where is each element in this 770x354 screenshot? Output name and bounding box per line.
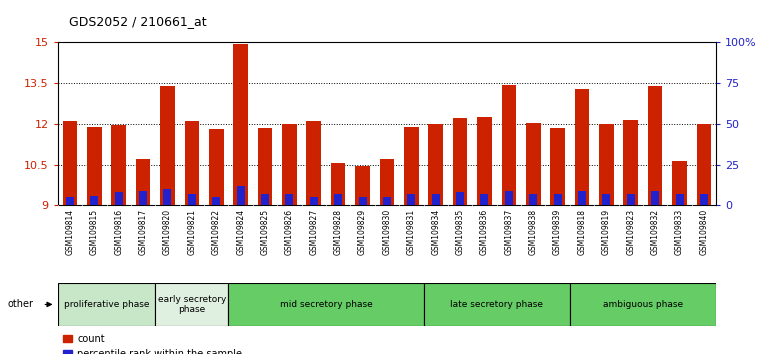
Bar bbox=[453, 119, 467, 205]
Bar bbox=[355, 166, 370, 205]
Bar bbox=[648, 86, 662, 205]
Text: GSM109826: GSM109826 bbox=[285, 209, 294, 255]
Text: ambiguous phase: ambiguous phase bbox=[603, 300, 683, 309]
Bar bbox=[286, 194, 293, 205]
Bar bbox=[236, 186, 245, 205]
Bar bbox=[599, 124, 614, 205]
Text: GSM109816: GSM109816 bbox=[114, 209, 123, 255]
Bar bbox=[526, 122, 541, 205]
Bar bbox=[404, 127, 419, 205]
Bar bbox=[428, 124, 443, 205]
Legend: count, percentile rank within the sample: count, percentile rank within the sample bbox=[62, 334, 243, 354]
Text: GSM109820: GSM109820 bbox=[163, 209, 172, 255]
Text: GSM109828: GSM109828 bbox=[333, 209, 343, 255]
Text: other: other bbox=[8, 299, 34, 309]
Text: early secretory
phase: early secretory phase bbox=[158, 295, 226, 314]
Bar bbox=[407, 194, 415, 205]
Text: GSM109825: GSM109825 bbox=[260, 209, 269, 255]
Text: proliferative phase: proliferative phase bbox=[64, 300, 149, 309]
Text: GSM109834: GSM109834 bbox=[431, 209, 440, 256]
Bar bbox=[456, 192, 464, 205]
Bar bbox=[331, 163, 346, 205]
Text: GSM109824: GSM109824 bbox=[236, 209, 245, 255]
Bar bbox=[62, 121, 77, 205]
Bar bbox=[282, 124, 296, 205]
Text: GSM109823: GSM109823 bbox=[626, 209, 635, 255]
Text: late secretory phase: late secretory phase bbox=[450, 300, 543, 309]
Text: GSM109817: GSM109817 bbox=[139, 209, 148, 255]
Bar bbox=[160, 86, 175, 205]
Bar bbox=[359, 197, 367, 205]
Bar bbox=[554, 194, 561, 205]
Bar bbox=[310, 197, 318, 205]
Text: GSM109829: GSM109829 bbox=[358, 209, 367, 255]
Bar bbox=[112, 125, 126, 205]
Text: GSM109833: GSM109833 bbox=[675, 209, 684, 256]
Bar bbox=[188, 194, 196, 205]
Text: GSM109831: GSM109831 bbox=[407, 209, 416, 255]
Bar bbox=[477, 117, 492, 205]
Bar bbox=[501, 85, 516, 205]
Bar bbox=[551, 128, 565, 205]
Bar bbox=[306, 121, 321, 205]
Text: GSM109819: GSM109819 bbox=[602, 209, 611, 255]
Text: GDS2052 / 210661_at: GDS2052 / 210661_at bbox=[69, 15, 207, 28]
Bar bbox=[156, 283, 229, 326]
Bar bbox=[480, 194, 488, 205]
Bar bbox=[258, 128, 273, 205]
Bar bbox=[58, 283, 156, 326]
Bar bbox=[163, 189, 172, 205]
Text: GSM109840: GSM109840 bbox=[699, 209, 708, 256]
Text: GSM109839: GSM109839 bbox=[553, 209, 562, 256]
Bar bbox=[697, 124, 711, 205]
Bar bbox=[213, 197, 220, 205]
Bar bbox=[87, 127, 102, 205]
Bar bbox=[136, 159, 150, 205]
Bar bbox=[675, 194, 684, 205]
Bar bbox=[115, 192, 122, 205]
Text: GSM109836: GSM109836 bbox=[480, 209, 489, 256]
Bar bbox=[334, 194, 342, 205]
Bar bbox=[66, 197, 74, 205]
Bar bbox=[505, 191, 513, 205]
Text: mid secretory phase: mid secretory phase bbox=[280, 300, 373, 309]
Bar bbox=[380, 159, 394, 205]
Bar bbox=[578, 191, 586, 205]
Text: GSM109821: GSM109821 bbox=[187, 209, 196, 255]
Text: GSM109830: GSM109830 bbox=[383, 209, 391, 256]
Bar bbox=[602, 194, 611, 205]
Bar bbox=[672, 161, 687, 205]
Bar bbox=[90, 195, 99, 205]
Bar bbox=[261, 194, 269, 205]
Bar bbox=[570, 283, 716, 326]
Bar bbox=[529, 194, 537, 205]
Bar bbox=[574, 88, 589, 205]
Bar bbox=[383, 197, 391, 205]
Text: GSM109838: GSM109838 bbox=[529, 209, 537, 255]
Text: GSM109835: GSM109835 bbox=[456, 209, 464, 256]
Bar bbox=[233, 44, 248, 205]
Bar bbox=[627, 194, 634, 205]
Bar bbox=[432, 194, 440, 205]
Bar bbox=[209, 129, 223, 205]
Bar bbox=[651, 191, 659, 205]
Bar bbox=[185, 121, 199, 205]
Text: GSM109815: GSM109815 bbox=[90, 209, 99, 255]
Text: GSM109814: GSM109814 bbox=[65, 209, 75, 255]
Text: GSM109818: GSM109818 bbox=[578, 209, 587, 255]
Text: GSM109827: GSM109827 bbox=[310, 209, 318, 255]
Text: GSM109822: GSM109822 bbox=[212, 209, 221, 255]
Bar bbox=[139, 191, 147, 205]
Text: GSM109832: GSM109832 bbox=[651, 209, 660, 255]
Bar bbox=[624, 120, 638, 205]
Bar bbox=[424, 283, 570, 326]
Bar bbox=[229, 283, 424, 326]
Bar bbox=[700, 194, 708, 205]
Text: GSM109837: GSM109837 bbox=[504, 209, 514, 256]
